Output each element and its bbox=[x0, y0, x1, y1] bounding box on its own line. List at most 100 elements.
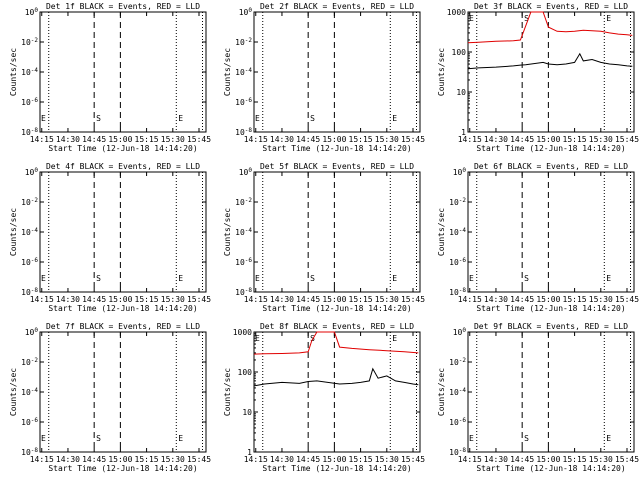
panel-det-4: Det 4f BLACK = Events, RED = LLD 10-8 10-6… bbox=[9, 162, 211, 313]
y-tick-label: 100 bbox=[239, 167, 253, 177]
marker-e: E bbox=[392, 334, 397, 343]
y-tick-label: 1 bbox=[247, 448, 252, 457]
x-tick-label: 15:45 bbox=[615, 455, 639, 464]
x-tick-label: 15:00 bbox=[108, 455, 132, 464]
panel-det-2: Det 2f BLACK = Events, RED = LLD 10-8 10-6… bbox=[223, 2, 425, 153]
y-tick-label: 10-4 bbox=[21, 387, 38, 397]
panel-title: Det 3f BLACK = Events, RED = LLD bbox=[474, 2, 628, 11]
marker-e: E bbox=[178, 434, 183, 443]
x-tick-label: 14:45 bbox=[296, 295, 320, 304]
panel-det-9: Det 9f BLACK = Events, RED = LLD 10-8 10-6… bbox=[437, 322, 639, 473]
marker-e: E bbox=[392, 274, 397, 283]
y-tick-label: 10-2 bbox=[21, 197, 38, 207]
x-tick-label: 15:00 bbox=[322, 455, 346, 464]
y-tick-label: 10-4 bbox=[235, 227, 252, 237]
y-tick-label: 10-8 bbox=[449, 447, 466, 457]
marker-e-edge: E bbox=[255, 114, 260, 123]
x-tick-label: 14:45 bbox=[296, 455, 320, 464]
panel-det-3: Det 3f BLACK = Events, RED = LLD 1 10 100 10… bbox=[437, 2, 639, 153]
marker-e-edge: E bbox=[41, 114, 46, 123]
marker-s: S bbox=[524, 434, 529, 443]
x-tick-label: 15:45 bbox=[401, 455, 425, 464]
x-tick-label: 14:30 bbox=[484, 135, 508, 144]
y-tick-label: 10-4 bbox=[21, 67, 38, 77]
panel-title: Det 2f BLACK = Events, RED = LLD bbox=[260, 2, 414, 11]
x-tick-label: 15:15 bbox=[563, 135, 587, 144]
panel-title: Det 8f BLACK = Events, RED = LLD bbox=[260, 322, 414, 331]
series-events-line bbox=[253, 367, 419, 387]
y-tick-label: 10-2 bbox=[235, 197, 252, 207]
y-tick-label: 10-8 bbox=[235, 287, 252, 297]
x-tick-label: 14:15 bbox=[244, 295, 268, 304]
plot-frame bbox=[253, 331, 421, 453]
y-tick-label: 10-2 bbox=[21, 357, 38, 367]
y-tick-label: 10-8 bbox=[235, 127, 252, 137]
y-axis-label: Counts/sec bbox=[437, 208, 446, 256]
panel-title: Det 6f BLACK = Events, RED = LLD bbox=[474, 162, 628, 171]
y-tick-label: 10-8 bbox=[21, 127, 38, 137]
y-axis-label: Counts/sec bbox=[437, 48, 446, 96]
x-tick-label: 15:45 bbox=[401, 135, 425, 144]
x-tick-label: 15:30 bbox=[589, 295, 613, 304]
y-tick-label: 10-8 bbox=[21, 287, 38, 297]
x-tick-label: 15:00 bbox=[322, 295, 346, 304]
y-tick-label: 10-4 bbox=[235, 67, 252, 77]
series-lld-line bbox=[253, 331, 419, 355]
marker-s: S bbox=[96, 274, 101, 283]
x-tick-label: 15:30 bbox=[589, 455, 613, 464]
x-tick-label: 15:30 bbox=[161, 135, 185, 144]
x-tick-label: 15:15 bbox=[135, 455, 159, 464]
x-tick-label: 14:15 bbox=[458, 295, 482, 304]
x-tick-label: 14:45 bbox=[296, 135, 320, 144]
x-tick-label: 14:45 bbox=[510, 135, 534, 144]
panel-det-5: Det 5f BLACK = Events, RED = LLD 10-8 10-6… bbox=[223, 162, 425, 313]
x-tick-label: 14:30 bbox=[56, 455, 80, 464]
x-tick-label: 15:00 bbox=[108, 135, 132, 144]
series-events-line bbox=[467, 52, 633, 70]
marker-e: E bbox=[606, 14, 611, 23]
y-tick-label: 10 bbox=[242, 408, 252, 417]
x-axis-label: Start Time (12-Jun-18 14:14:20) bbox=[476, 464, 625, 473]
x-tick-label: 15:15 bbox=[563, 455, 587, 464]
x-tick-label: 14:30 bbox=[270, 295, 294, 304]
y-axis-label: Counts/sec bbox=[223, 208, 232, 256]
marker-e: E bbox=[178, 114, 183, 123]
x-tick-label: 15:30 bbox=[589, 135, 613, 144]
y-tick-label: 1 bbox=[461, 128, 466, 137]
x-tick-label: 14:45 bbox=[82, 455, 106, 464]
marker-e-edge: E bbox=[41, 274, 46, 283]
marker-e-edge: E bbox=[469, 434, 474, 443]
y-tick-label: 10-2 bbox=[235, 37, 252, 47]
y-axis-label: Counts/sec bbox=[223, 368, 232, 416]
x-tick-label: 15:15 bbox=[135, 295, 159, 304]
x-tick-label: 15:15 bbox=[349, 455, 373, 464]
y-tick-label: 1000 bbox=[447, 8, 466, 17]
x-tick-label: 14:15 bbox=[244, 135, 268, 144]
marker-e-edge: E bbox=[41, 434, 46, 443]
x-tick-label: 14:15 bbox=[458, 135, 482, 144]
x-tick-label: 14:45 bbox=[510, 455, 534, 464]
x-tick-label: 15:15 bbox=[349, 135, 373, 144]
y-tick-label: 10-2 bbox=[449, 197, 466, 207]
y-tick-label: 10-2 bbox=[21, 37, 38, 47]
x-axis-label: Start Time (12-Jun-18 14:14:20) bbox=[48, 464, 197, 473]
y-axis-label: Counts/sec bbox=[9, 368, 18, 416]
x-tick-label: 14:30 bbox=[56, 295, 80, 304]
marker-s: S bbox=[524, 14, 529, 23]
y-tick-label: 100 bbox=[239, 7, 253, 17]
x-tick-label: 15:45 bbox=[187, 295, 211, 304]
x-tick-label: 14:15 bbox=[30, 455, 54, 464]
y-tick-label: 10-6 bbox=[21, 97, 38, 107]
x-axis-label: Start Time (12-Jun-18 14:14:20) bbox=[476, 304, 625, 313]
y-tick-label: 10-4 bbox=[449, 387, 466, 397]
panel-det-6: Det 6f BLACK = Events, RED = LLD 10-8 10-6… bbox=[437, 162, 639, 313]
panel-det-8: Det 8f BLACK = Events, RED = LLD 1 10 100 10… bbox=[223, 322, 425, 473]
x-tick-label: 14:15 bbox=[30, 295, 54, 304]
marker-e: E bbox=[606, 434, 611, 443]
x-axis-label: Start Time (12-Jun-18 14:14:20) bbox=[476, 144, 625, 153]
x-tick-label: 14:30 bbox=[270, 135, 294, 144]
x-tick-label: 15:30 bbox=[375, 295, 399, 304]
x-tick-label: 15:30 bbox=[375, 135, 399, 144]
x-axis-label: Start Time (12-Jun-18 14:14:20) bbox=[262, 464, 411, 473]
y-axis-label: Counts/sec bbox=[437, 368, 446, 416]
